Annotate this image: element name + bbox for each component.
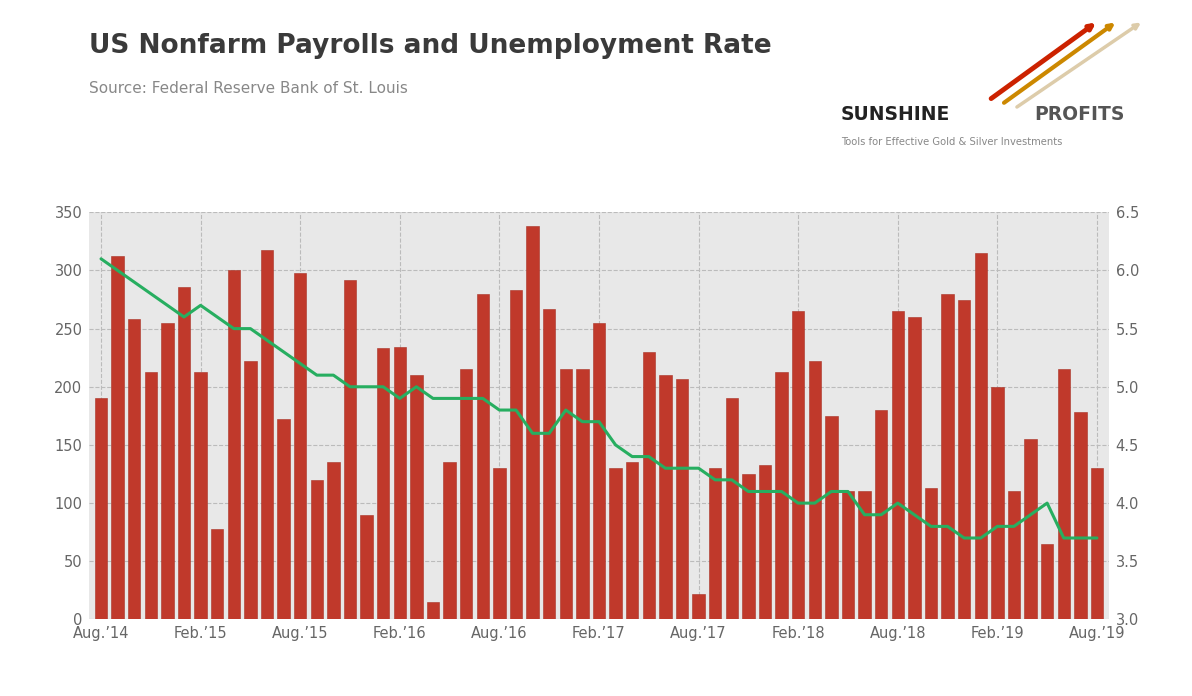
- Text: Tools for Effective Gold & Silver Investments: Tools for Effective Gold & Silver Invest…: [840, 137, 1062, 147]
- Bar: [261, 249, 273, 619]
- Bar: [343, 280, 356, 619]
- Bar: [592, 323, 606, 619]
- Bar: [95, 398, 107, 619]
- Bar: [194, 372, 207, 619]
- Bar: [460, 370, 472, 619]
- Bar: [510, 290, 522, 619]
- Bar: [544, 309, 555, 619]
- Bar: [659, 375, 671, 619]
- Bar: [360, 515, 373, 619]
- Bar: [1041, 544, 1054, 619]
- Bar: [942, 294, 954, 619]
- Bar: [975, 253, 987, 619]
- Bar: [842, 491, 855, 619]
- Bar: [311, 480, 323, 619]
- Bar: [743, 474, 755, 619]
- Bar: [925, 488, 937, 619]
- Bar: [1007, 491, 1020, 619]
- Bar: [892, 311, 904, 619]
- Bar: [477, 294, 489, 619]
- Text: US Nonfarm Payrolls and Unemployment Rate: US Nonfarm Payrolls and Unemployment Rat…: [89, 33, 772, 59]
- Bar: [791, 311, 805, 619]
- Bar: [244, 361, 256, 619]
- Bar: [294, 273, 306, 619]
- Bar: [427, 602, 439, 619]
- Bar: [443, 462, 455, 619]
- Bar: [1091, 468, 1103, 619]
- Bar: [576, 370, 589, 619]
- Bar: [609, 468, 622, 619]
- Bar: [393, 347, 406, 619]
- Bar: [128, 319, 141, 619]
- Bar: [527, 226, 539, 619]
- Bar: [327, 462, 340, 619]
- Bar: [161, 323, 174, 619]
- Text: PROFITS: PROFITS: [1033, 104, 1124, 124]
- Bar: [559, 370, 572, 619]
- Bar: [1074, 412, 1087, 619]
- Bar: [377, 349, 390, 619]
- Bar: [410, 375, 423, 619]
- Bar: [875, 410, 887, 619]
- Bar: [1057, 370, 1070, 619]
- Bar: [178, 287, 191, 619]
- Bar: [759, 465, 771, 619]
- Bar: [808, 361, 821, 619]
- Bar: [626, 462, 639, 619]
- Bar: [958, 299, 970, 619]
- Bar: [144, 372, 157, 619]
- Bar: [726, 398, 738, 619]
- Bar: [709, 468, 721, 619]
- Bar: [111, 257, 124, 619]
- Bar: [676, 379, 688, 619]
- Bar: [775, 372, 788, 619]
- Bar: [642, 352, 654, 619]
- Bar: [908, 317, 920, 619]
- Text: Source: Federal Reserve Bank of St. Louis: Source: Federal Reserve Bank of St. Loui…: [89, 81, 409, 96]
- Bar: [211, 529, 223, 619]
- Bar: [228, 271, 240, 619]
- Bar: [991, 387, 1004, 619]
- Bar: [693, 594, 704, 619]
- Bar: [1024, 439, 1037, 619]
- Text: SUNSHINE: SUNSHINE: [840, 104, 950, 124]
- Bar: [858, 491, 871, 619]
- Bar: [278, 420, 290, 619]
- Bar: [825, 416, 838, 619]
- Bar: [493, 468, 505, 619]
